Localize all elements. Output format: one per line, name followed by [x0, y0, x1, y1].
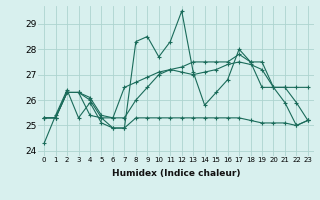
X-axis label: Humidex (Indice chaleur): Humidex (Indice chaleur): [112, 169, 240, 178]
